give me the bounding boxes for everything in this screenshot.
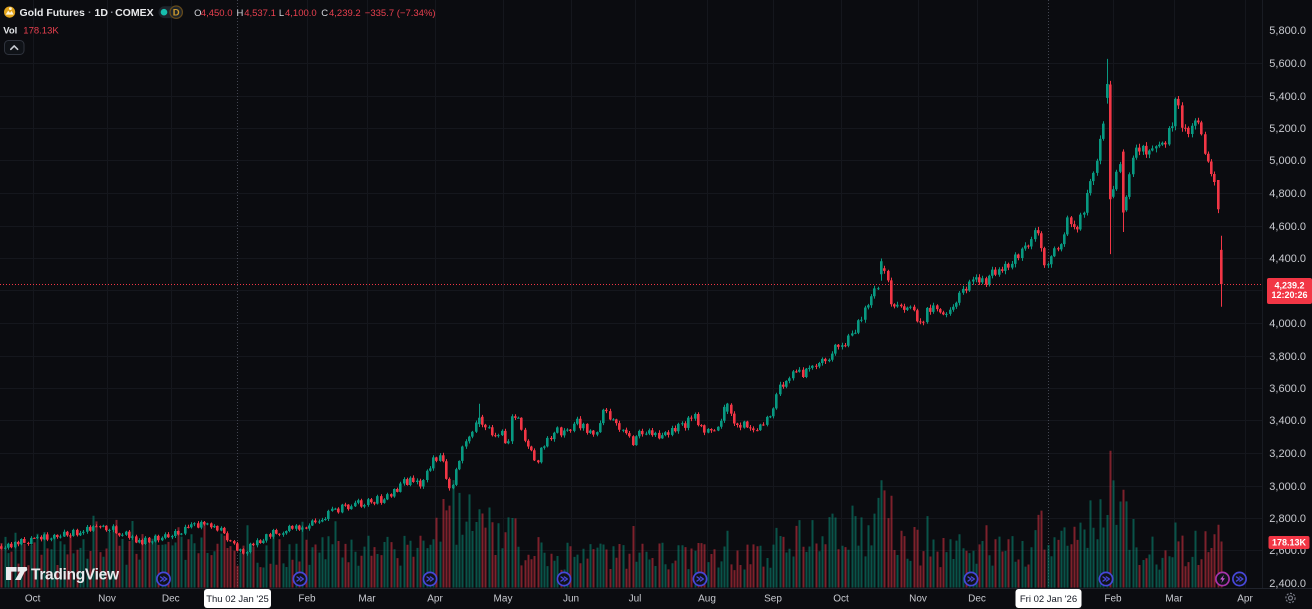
svg-text:4,600.0: 4,600.0 xyxy=(1269,221,1306,233)
svg-text:4,000.0: 4,000.0 xyxy=(1269,318,1306,330)
svg-text:Apr: Apr xyxy=(427,594,443,605)
svg-text:Jul: Jul xyxy=(629,594,642,605)
svg-text:178.13K: 178.13K xyxy=(1272,538,1307,548)
svg-text:2,400.0: 2,400.0 xyxy=(1269,578,1306,590)
svg-text:4,239.2: 4,239.2 xyxy=(1274,281,1304,291)
svg-text:5,800.0: 5,800.0 xyxy=(1269,25,1306,37)
svg-text:5,600.0: 5,600.0 xyxy=(1269,58,1306,70)
svg-text:4,100.0: 4,100.0 xyxy=(285,8,317,19)
svg-text:3,200.0: 3,200.0 xyxy=(1269,448,1306,460)
svg-text:Mar: Mar xyxy=(1165,594,1183,605)
svg-text:2,800.0: 2,800.0 xyxy=(1269,513,1306,525)
svg-text:·: · xyxy=(88,7,92,19)
svg-text:4,400.0: 4,400.0 xyxy=(1269,253,1306,265)
svg-text:4,537.1: 4,537.1 xyxy=(244,8,276,19)
svg-text:12:20:26: 12:20:26 xyxy=(1271,290,1307,300)
svg-text:Dec: Dec xyxy=(968,594,986,605)
svg-text:Aug: Aug xyxy=(698,594,716,605)
svg-text:4,450.0: 4,450.0 xyxy=(201,8,233,19)
svg-text:4,239.2: 4,239.2 xyxy=(329,8,361,19)
svg-text:COMEX: COMEX xyxy=(115,7,154,19)
svg-text:3,000.0: 3,000.0 xyxy=(1269,481,1306,493)
svg-text:3,600.0: 3,600.0 xyxy=(1269,383,1306,395)
svg-text:3,800.0: 3,800.0 xyxy=(1269,351,1306,363)
svg-text:Oct: Oct xyxy=(25,594,41,605)
svg-text:Thu 02 Jan '25: Thu 02 Jan '25 xyxy=(206,594,269,605)
svg-text:Sep: Sep xyxy=(764,594,782,605)
svg-text:Nov: Nov xyxy=(909,594,927,605)
svg-text:Apr: Apr xyxy=(1237,594,1253,605)
svg-text:5,200.0: 5,200.0 xyxy=(1269,123,1306,135)
svg-text:May: May xyxy=(494,594,513,605)
svg-text:O: O xyxy=(194,8,201,19)
svg-text:Fri 02 Jan '26: Fri 02 Jan '26 xyxy=(1020,594,1077,605)
svg-text:H: H xyxy=(237,8,244,19)
svg-text:D: D xyxy=(173,8,180,19)
svg-text:5,000.0: 5,000.0 xyxy=(1269,155,1306,167)
svg-text:178.13K: 178.13K xyxy=(23,25,59,36)
svg-text:Nov: Nov xyxy=(98,594,116,605)
svg-text:Jun: Jun xyxy=(563,594,579,605)
svg-text:Dec: Dec xyxy=(162,594,180,605)
svg-text:Oct: Oct xyxy=(833,594,849,605)
svg-text:1D: 1D xyxy=(95,7,109,19)
svg-text:Mar: Mar xyxy=(358,594,376,605)
svg-text:−335.7 (−7.34%): −335.7 (−7.34%) xyxy=(365,8,436,19)
svg-text:5,400.0: 5,400.0 xyxy=(1269,91,1306,103)
svg-text:·: · xyxy=(110,7,114,19)
svg-text:Gold Futures: Gold Futures xyxy=(20,7,85,19)
svg-text:Feb: Feb xyxy=(1104,594,1122,605)
svg-text:4,800.0: 4,800.0 xyxy=(1269,188,1306,200)
svg-text:Feb: Feb xyxy=(298,594,316,605)
svg-text:Vol: Vol xyxy=(3,25,17,36)
svg-text:L: L xyxy=(279,8,284,19)
svg-text:C: C xyxy=(321,8,328,19)
svg-text:3,400.0: 3,400.0 xyxy=(1269,415,1306,427)
svg-text:TradingView: TradingView xyxy=(31,567,120,584)
